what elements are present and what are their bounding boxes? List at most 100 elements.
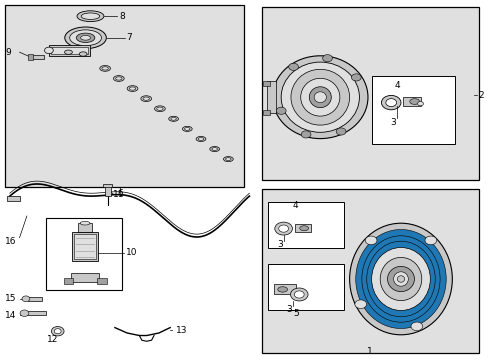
Ellipse shape [115,77,122,80]
Ellipse shape [417,102,423,106]
Text: 2: 2 [478,91,484,100]
Text: 4: 4 [292,202,298,210]
Ellipse shape [379,257,421,301]
Bar [102,184,112,187]
Ellipse shape [393,272,407,286]
Bar [294,224,310,232]
Circle shape [385,99,396,107]
Circle shape [294,291,304,298]
Ellipse shape [349,223,451,335]
Ellipse shape [81,13,100,19]
Circle shape [381,95,400,110]
Text: 1: 1 [366,346,372,356]
Text: 7: 7 [126,33,132,42]
Ellipse shape [79,52,87,56]
Bar [267,202,343,248]
Ellipse shape [80,221,90,225]
Ellipse shape [225,158,231,161]
Text: 12: 12 [47,335,59,343]
Text: 15: 15 [5,294,17,303]
Ellipse shape [396,276,404,282]
Circle shape [301,131,310,138]
Ellipse shape [272,56,367,139]
Ellipse shape [100,66,110,71]
Bar [51,47,88,54]
Text: 16: 16 [5,237,17,246]
Circle shape [54,329,61,334]
Bar [46,218,122,290]
Text: 3: 3 [276,240,282,249]
Ellipse shape [209,147,219,152]
Bar [262,110,269,115]
Bar [261,7,478,180]
Ellipse shape [168,116,178,121]
Ellipse shape [81,36,90,40]
Ellipse shape [156,107,163,111]
Ellipse shape [69,30,102,46]
Bar [97,278,106,284]
Circle shape [410,322,422,331]
Ellipse shape [371,248,429,310]
Ellipse shape [129,87,136,90]
Bar [5,5,244,187]
Ellipse shape [64,27,106,49]
Bar [7,196,20,201]
Ellipse shape [290,69,349,125]
Bar [71,273,99,282]
Ellipse shape [127,86,138,91]
Ellipse shape [196,136,205,141]
Ellipse shape [113,76,124,81]
Ellipse shape [184,127,189,130]
Circle shape [51,327,64,336]
Ellipse shape [281,62,359,132]
Ellipse shape [409,99,419,104]
Bar [273,284,295,294]
Circle shape [288,63,298,71]
Ellipse shape [313,92,326,103]
Bar [27,311,46,315]
Ellipse shape [223,157,233,162]
Ellipse shape [141,96,151,102]
Ellipse shape [211,148,217,150]
Bar [78,223,92,232]
Text: 8: 8 [119,12,125,21]
Ellipse shape [77,11,104,22]
Text: 3: 3 [389,118,395,127]
Bar [28,54,33,60]
Ellipse shape [198,138,203,140]
Circle shape [354,300,366,309]
Ellipse shape [355,230,445,328]
Text: 3: 3 [286,305,292,314]
Circle shape [276,107,285,114]
Text: 10: 10 [125,248,137,257]
Circle shape [351,74,361,81]
Circle shape [424,236,436,245]
Circle shape [290,288,307,301]
Text: 9: 9 [6,48,12,57]
Ellipse shape [366,241,434,317]
Bar [262,81,269,86]
Bar [261,189,478,353]
Text: 5: 5 [292,309,298,318]
Bar [74,234,96,259]
Circle shape [322,55,332,62]
Ellipse shape [308,87,331,108]
Ellipse shape [142,97,149,100]
Text: 6: 6 [117,189,122,198]
Ellipse shape [386,266,413,292]
Ellipse shape [64,50,72,54]
Bar [104,185,110,196]
Ellipse shape [44,47,53,54]
Circle shape [365,236,376,245]
Ellipse shape [154,106,165,112]
Circle shape [22,296,30,302]
Text: 13: 13 [176,326,187,335]
Bar [32,55,44,59]
Circle shape [20,310,29,316]
Bar [49,45,90,56]
Bar [267,264,343,310]
Text: 4: 4 [393,81,399,90]
Ellipse shape [361,236,439,322]
Circle shape [278,225,288,232]
Ellipse shape [300,78,339,116]
